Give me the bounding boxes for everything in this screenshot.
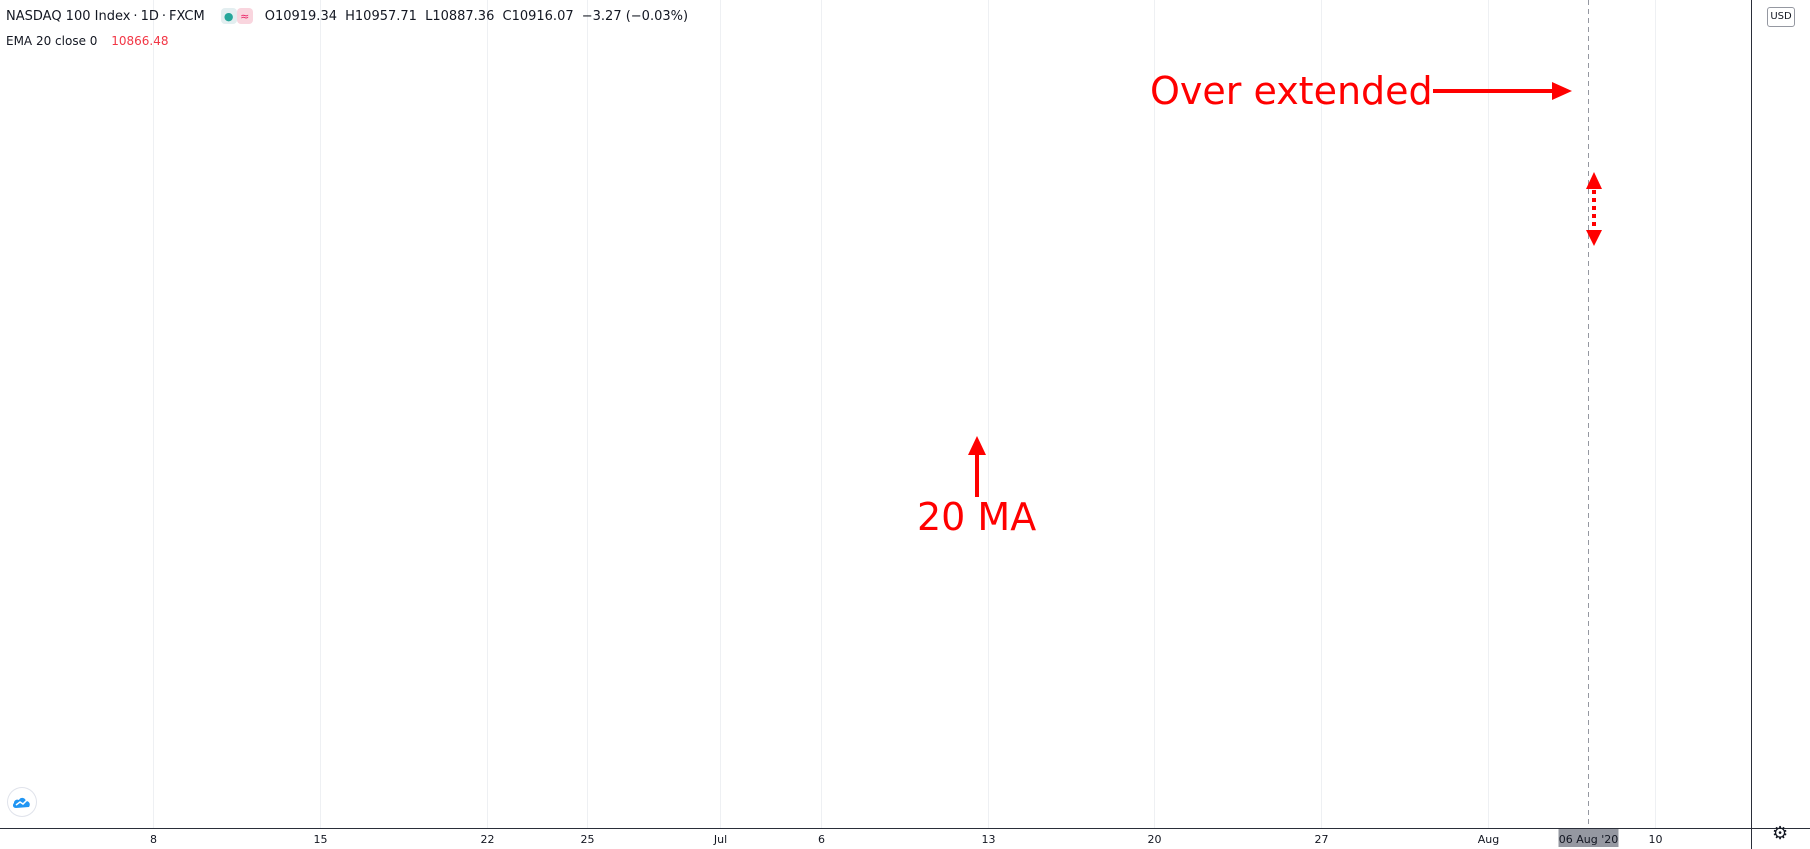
- annotation-arrowhead: [1586, 172, 1602, 189]
- status-badges: ● ≈: [220, 8, 253, 24]
- x-tick-label: 6: [818, 833, 825, 846]
- ohlc-values: O10919.34 H10957.71 L10887.36 C10916.07 …: [265, 9, 692, 24]
- annotation-arrowhead: [968, 436, 986, 455]
- cloud-icon: [12, 797, 30, 808]
- x-tick-label: 13: [982, 833, 996, 846]
- currency-button[interactable]: USD: [1767, 7, 1795, 27]
- separator: ·: [161, 8, 166, 24]
- indicator-value: 10866.48: [111, 34, 169, 48]
- indicator-legend[interactable]: EMA 20 close 0 10866.48: [6, 34, 169, 48]
- x-tick-label: 15: [314, 833, 328, 846]
- approx-icon[interactable]: ≈: [236, 8, 253, 24]
- open-value: O10919.34: [264, 8, 337, 24]
- x-tick-label: 8: [150, 833, 157, 846]
- source-label: FXCM: [168, 8, 205, 24]
- low-value: L10887.36: [425, 8, 495, 24]
- change-value: −3.27 (−0.03%): [581, 8, 689, 24]
- x-highlight-badge: [1558, 829, 1619, 847]
- x-tick-label: 20: [1148, 833, 1162, 846]
- x-tick-label: 25: [581, 833, 595, 846]
- x-tick-label: Aug: [1478, 833, 1499, 846]
- x-tick-label: 10: [1649, 833, 1663, 846]
- interval-label[interactable]: 1D: [140, 8, 159, 24]
- annotation-arrowhead: [1586, 230, 1602, 246]
- indicator-label: EMA 20 close 0: [6, 34, 98, 48]
- x-tick-label: 22: [481, 833, 495, 846]
- separator: ·: [133, 8, 138, 24]
- annotation-over-extended: Over extended: [1150, 69, 1433, 113]
- x-tick-label: 27: [1315, 833, 1329, 846]
- x-tick-label: Jul: [713, 833, 727, 846]
- annotations: Over extended 20 MA: [917, 69, 1602, 539]
- close-value: C10916.07: [502, 8, 574, 24]
- gear-icon[interactable]: ⚙: [1772, 823, 1789, 843]
- annotation-arrowhead: [1552, 82, 1572, 100]
- high-value: H10957.71: [345, 8, 417, 24]
- market-status-dot-icon[interactable]: ●: [220, 8, 237, 24]
- x-highlight-label: 06 Aug '20: [1559, 833, 1619, 846]
- tradingview-logo-icon[interactable]: [8, 788, 36, 816]
- symbol-header: NASDAQ 100 Index · 1D · FXCM ● ≈ O10919.…: [6, 8, 692, 24]
- grid: [153, 0, 1656, 828]
- symbol-name[interactable]: NASDAQ 100 Index: [6, 8, 131, 24]
- annotation-20-ma: 20 MA: [917, 495, 1036, 539]
